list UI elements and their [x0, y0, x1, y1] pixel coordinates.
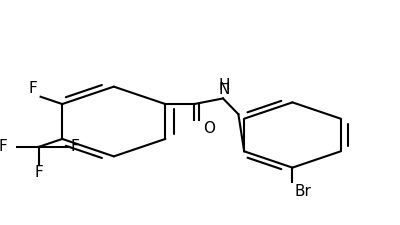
Text: H: H: [218, 79, 230, 93]
Text: F: F: [34, 166, 43, 180]
Text: F: F: [28, 81, 37, 96]
Text: Br: Br: [294, 184, 311, 199]
Text: O: O: [203, 121, 215, 136]
Text: F: F: [71, 139, 80, 154]
Text: F: F: [0, 139, 7, 154]
Text: N: N: [218, 82, 230, 97]
